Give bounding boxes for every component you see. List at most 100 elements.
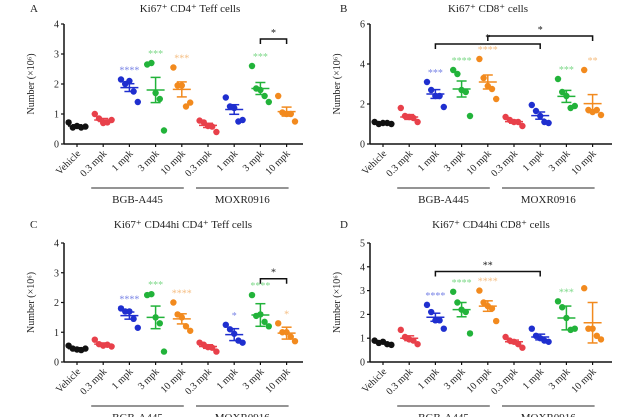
significance-stars: **** [478, 277, 498, 288]
data-point [519, 344, 526, 351]
data-point [428, 308, 435, 316]
y-tick-label: 1 [360, 334, 365, 345]
data-point [466, 112, 474, 120]
treatment-group-label: BGB-A445 [418, 194, 469, 206]
data-point [450, 66, 457, 74]
data-point [532, 107, 540, 115]
data-point [414, 340, 421, 348]
significance-stars: ** [588, 56, 598, 67]
significance-stars: **** [119, 66, 139, 77]
data-point [187, 327, 194, 334]
y-tick-label: 3 [360, 286, 365, 297]
data-point [493, 317, 500, 325]
y-tick-label: 2 [360, 100, 365, 111]
x-tick-label: 1 mpk [215, 148, 241, 174]
panel-b-letter: B [340, 3, 347, 15]
panel-d: D Ki67⁺ CD44hi CD8⁺ cells 0 1 2 3 4 5 Number (… [332, 219, 612, 417]
data-point [222, 321, 229, 329]
x-tick-label: 10 mpk [570, 366, 599, 395]
treatment-group-label: MOXR0916 [215, 194, 271, 206]
data-point [440, 325, 447, 332]
significance-stars: *** [559, 287, 574, 298]
data-point [213, 128, 220, 136]
data-point [117, 76, 125, 83]
comparison-stars: ** [483, 261, 493, 272]
data-point [261, 318, 268, 326]
panel-c-title: Ki67⁺ CD44hi CD4⁺ Teff cells [114, 219, 252, 231]
data-point [554, 298, 562, 305]
panel-d-letter: D [340, 219, 348, 231]
significance-stars: **** [452, 56, 472, 67]
x-tick-label: 0.3 mpk [183, 366, 214, 397]
data-point [213, 348, 220, 355]
x-tick-label: 1 mpk [110, 366, 136, 392]
significance-stars: **** [250, 281, 270, 292]
data-point [265, 98, 272, 106]
data-point [126, 77, 133, 85]
data-point [91, 336, 99, 343]
x-tick-label: 0.3 mpk [78, 148, 109, 179]
data-point [528, 101, 535, 109]
data-point [423, 78, 431, 86]
data-point [480, 74, 487, 82]
panel-b-title: Ki67⁺ CD8⁺ cells [448, 3, 528, 15]
y-tick-label: 0 [54, 358, 59, 369]
data-point [248, 291, 256, 299]
comparison-bracket [259, 277, 288, 284]
significance-stars: **** [119, 294, 139, 305]
treatment-group-label: BGB-A445 [418, 412, 469, 417]
y-axis-label: Number (×10⁶) [332, 272, 343, 333]
data-point [397, 326, 404, 334]
data-point [519, 122, 526, 130]
data-point [248, 62, 256, 70]
data-point [156, 320, 163, 327]
y-tick-label: 2 [54, 80, 59, 91]
data-point [545, 338, 552, 345]
y-tick-label: 2 [360, 310, 365, 321]
data-point [423, 301, 431, 309]
x-tick-label: 1 mpk [416, 366, 442, 392]
x-tick-label: 1 mpk [521, 366, 547, 392]
y-tick-label: 6 [360, 20, 365, 31]
comparison-stars: * [271, 28, 276, 39]
x-tick-label: 0.3 mpk [489, 148, 520, 179]
panel-c-letter: C [30, 219, 37, 231]
data-point [571, 325, 578, 332]
y-tick-label: 1 [54, 328, 59, 339]
data-point [397, 104, 404, 112]
data-point [148, 290, 155, 298]
panel-a: A Ki67⁺ CD4⁺ Teff cells 0 1 2 3 4 Number (×10… [26, 3, 303, 206]
y-tick-label: 4 [54, 20, 59, 31]
y-tick-label: 3 [54, 50, 59, 61]
data-point [597, 336, 605, 343]
data-point [275, 92, 282, 100]
panel-c: C Ki67⁺ CD44hi CD4⁺ Teff cells 0 1 2 3 4 Numb… [26, 219, 303, 417]
data-point [91, 110, 99, 118]
significance-stars: **** [425, 291, 445, 302]
data-point [222, 94, 229, 101]
data-point [462, 308, 469, 316]
comparison-bracket [259, 38, 288, 44]
x-tick-label: 10 mpk [264, 148, 293, 177]
data-point [571, 102, 578, 110]
x-tick-label: 1 mpk [215, 366, 241, 392]
panel-a-letter: A [30, 3, 38, 15]
treatment-group-label: BGB-A445 [112, 412, 163, 417]
data-point [148, 59, 155, 67]
data-point [265, 323, 272, 330]
significance-stars: **** [172, 289, 192, 300]
data-point [291, 118, 299, 125]
treatment-group-label: BGB-A445 [112, 194, 163, 206]
panel-d-title: Ki67⁺ CD44hi CD8⁺ cells [432, 219, 550, 231]
data-point [462, 88, 469, 96]
y-axis-label: Number (×10⁶) [332, 53, 343, 114]
significance-stars: *** [174, 54, 189, 65]
data-point [476, 287, 483, 294]
significance-stars: *** [428, 68, 443, 79]
data-point [414, 118, 421, 126]
x-tick-label: 10 mpk [264, 366, 293, 395]
significance-stars: *** [148, 49, 163, 60]
y-tick-label: 0 [360, 140, 365, 151]
